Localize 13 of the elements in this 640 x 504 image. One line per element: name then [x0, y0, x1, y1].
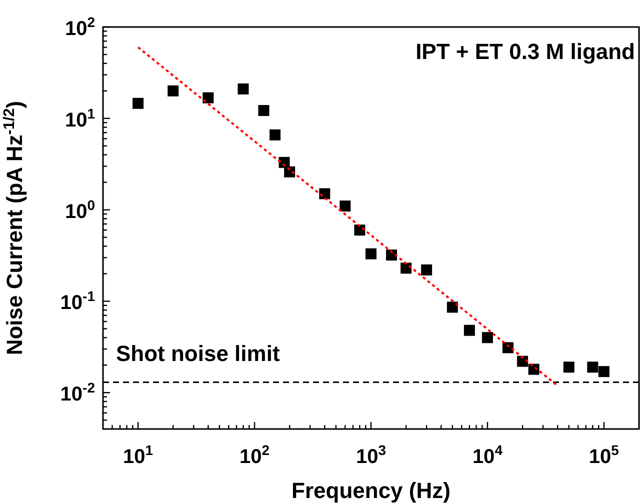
y-tick-label: 10$^{0}$	[64, 196, 96, 223]
x-tick-label: 10$^{1}$	[123, 442, 154, 468]
x-tick-label: 10$^{3}$	[356, 442, 386, 468]
y-tick-label: 10$^{1}$	[64, 105, 96, 132]
annotation: IPT + ET 0.3 M ligand	[416, 39, 635, 64]
x-axis-title: Frequency (Hz)	[292, 478, 450, 503]
y-tick-label: 10$^{-1}$	[60, 288, 96, 314]
ref-line-label: Shot noise limit	[116, 341, 280, 366]
x-tick-label: 10$^{2}$	[240, 442, 270, 468]
x-tick-label: 10$^{5}$	[588, 442, 620, 468]
y-tick-label: 10$^{-2}$	[60, 380, 96, 406]
y-tick-label: 10$^{2}$	[64, 14, 96, 40]
x-tick-label: 10$^{4}$	[472, 442, 503, 468]
